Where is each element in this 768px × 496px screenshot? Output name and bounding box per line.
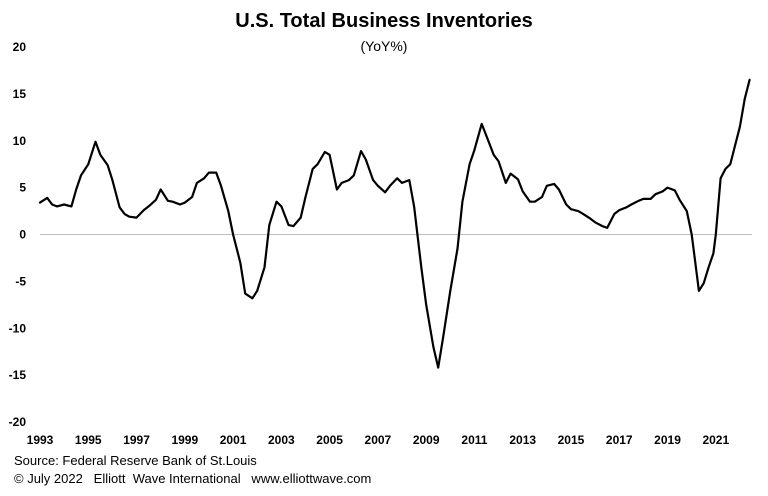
x-tick-label: 2003: [268, 433, 295, 447]
x-tick-label: 2013: [509, 433, 536, 447]
x-tick-label: 2011: [461, 433, 487, 447]
y-tick-label: -20: [9, 415, 27, 429]
x-tick-label: 1993: [27, 433, 54, 447]
x-tick-label: 2015: [558, 433, 585, 447]
y-tick-label: 10: [13, 134, 27, 148]
y-tick-label: 0: [19, 228, 26, 242]
y-tick-label: 5: [19, 181, 26, 195]
x-tick-label: 1997: [123, 433, 150, 447]
y-tick-label: 15: [13, 87, 27, 101]
copyright-note: © July 2022 Elliott Wave International w…: [14, 471, 372, 486]
x-tick-label: 2019: [654, 433, 681, 447]
x-tick-label: 2007: [365, 433, 392, 447]
x-tick-label: 2017: [606, 433, 633, 447]
x-tick-label: 2021: [702, 433, 729, 447]
x-tick-label: 1995: [75, 433, 102, 447]
y-tick-label: 20: [13, 40, 27, 54]
chart-subtitle: (YoY%): [360, 38, 408, 54]
source-note: Source: Federal Reserve Bank of St.Louis: [14, 453, 257, 468]
y-tick-label: -5: [15, 274, 26, 288]
y-tick-label: -15: [9, 368, 27, 382]
x-tick-label: 1999: [171, 433, 198, 447]
x-tick-label: 2001: [220, 433, 247, 447]
chart-title: U.S. Total Business Inventories: [235, 10, 533, 32]
footer: Source: Federal Reserve Bank of St.Louis…: [14, 452, 371, 488]
series-group: [38, 78, 751, 369]
x-axis-ticks: 1993 1995 1997 1999 2001 2003 2005 2007 2009 2011…: [27, 433, 730, 447]
series-line: [38, 78, 751, 369]
x-tick-label: 2005: [316, 433, 343, 447]
y-tick-label: -10: [9, 321, 27, 335]
x-tick-label: 2009: [413, 433, 440, 447]
y-axis-ticks: 20 15 10 5 0 -5 -10 -15 -20: [9, 40, 27, 429]
